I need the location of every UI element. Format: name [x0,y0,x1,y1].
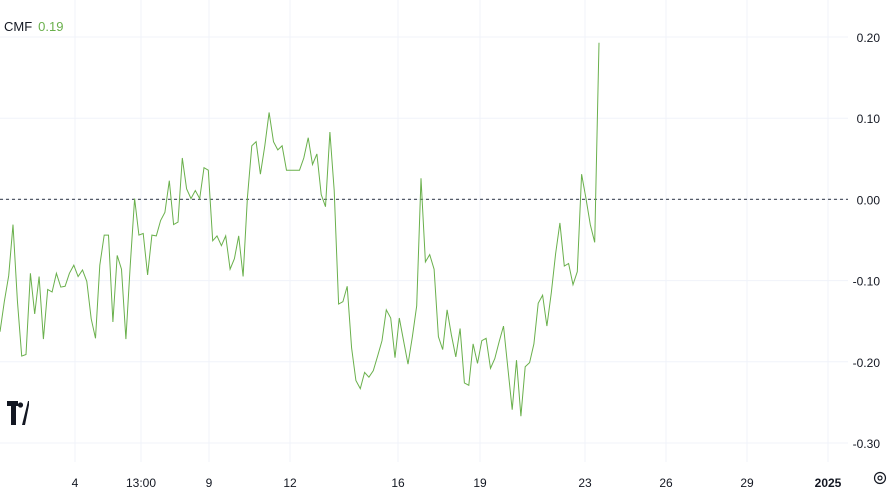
x-axis-labels: 4 13:00 9 12 16 19 23 26 29 2025 [72,476,842,490]
x-tick-label: 4 [72,476,79,490]
x-tick-label: 9 [206,476,213,490]
legend-series-name: CMF [4,19,33,34]
tradingview-logo-icon[interactable] [7,401,29,432]
y-tick-label: -0.30 [853,437,881,451]
y-tick-label: 0.00 [857,193,881,207]
y-axis-labels: 0.20 0.10 0.00 -0.10 -0.20 -0.30 [853,31,881,451]
legend-series-value: 0.19 [38,19,64,34]
x-tick-label: 16 [391,476,405,490]
x-tick-label: 23 [578,476,592,490]
y-tick-label: -0.10 [853,275,881,289]
legend: CMF 0.19 [4,19,63,34]
gridlines [0,0,848,462]
x-tick-label: 29 [740,476,754,490]
gear-icon[interactable] [872,470,888,486]
y-tick-label: 0.10 [857,112,881,126]
x-tick-label: 12 [283,476,297,490]
x-tick-label: 19 [473,476,487,490]
y-tick-label: -0.20 [853,356,881,370]
y-tick-label: 0.20 [857,31,881,45]
x-tick-label: 26 [659,476,673,490]
cmf-series-line [0,42,600,417]
x-tick-label: 2025 [815,476,842,490]
x-tick-label: 13:00 [126,476,156,490]
